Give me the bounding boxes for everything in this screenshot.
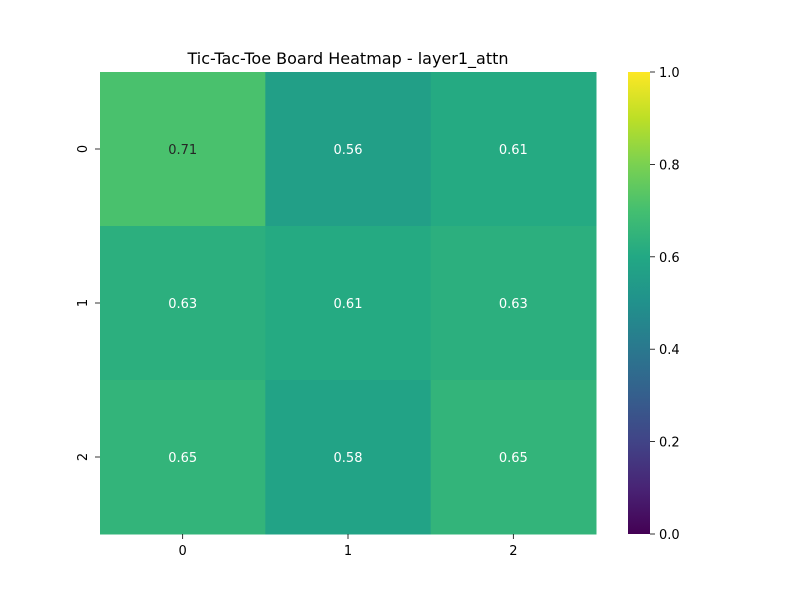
heatmap-cell bbox=[265, 72, 432, 227]
y-axis: 0 1 2 bbox=[76, 145, 100, 461]
colorbar-tick-label: 0.0 bbox=[659, 528, 680, 543]
colorbar-tick-label: 1.0 bbox=[659, 66, 680, 81]
y-tick-label: 1 bbox=[76, 299, 91, 307]
colorbar-tick-label: 0.2 bbox=[659, 436, 680, 451]
heatmap-cell bbox=[100, 72, 266, 227]
y-tick-label: 2 bbox=[76, 453, 91, 461]
cell-value-label: 0.65 bbox=[499, 451, 528, 466]
heatmap-cell bbox=[430, 226, 597, 381]
cell-value-label: 0.58 bbox=[334, 451, 363, 466]
chart-title: Tic-Tac-Toe Board Heatmap - layer1_attn bbox=[187, 49, 509, 69]
cell-value-label: 0.63 bbox=[499, 297, 528, 312]
heatmap-cell bbox=[430, 380, 597, 535]
colorbar-gradient bbox=[628, 72, 650, 534]
x-tick-label: 1 bbox=[344, 544, 352, 559]
heatmap-cell bbox=[100, 226, 266, 381]
heatmap-cell bbox=[100, 380, 266, 535]
colorbar-tick-label: 0.6 bbox=[659, 251, 680, 266]
heatmap-cell bbox=[265, 226, 432, 381]
colorbar-tick-label: 0.8 bbox=[659, 158, 680, 173]
x-tick-label: 2 bbox=[509, 544, 517, 559]
heatmap-cell bbox=[430, 72, 597, 227]
cell-value-label: 0.61 bbox=[334, 297, 363, 312]
cell-value-label: 0.63 bbox=[168, 297, 197, 312]
heatmap-cells: 0.71 0.56 0.61 0.63 0.61 0.63 0.65 0.58 0.65 bbox=[100, 72, 597, 535]
x-axis: 0 1 2 bbox=[179, 534, 517, 559]
cell-value-label: 0.65 bbox=[168, 451, 197, 466]
y-tick-label: 0 bbox=[76, 145, 91, 153]
colorbar: 0.0 0.2 0.4 0.6 0.8 1.0 bbox=[628, 66, 680, 543]
heatmap-cell bbox=[265, 380, 432, 535]
cell-value-label: 0.61 bbox=[499, 143, 528, 158]
cell-value-label: 0.56 bbox=[334, 143, 363, 158]
x-tick-label: 0 bbox=[179, 544, 187, 559]
cell-value-label: 0.71 bbox=[168, 143, 197, 158]
colorbar-tick-label: 0.4 bbox=[659, 343, 680, 358]
